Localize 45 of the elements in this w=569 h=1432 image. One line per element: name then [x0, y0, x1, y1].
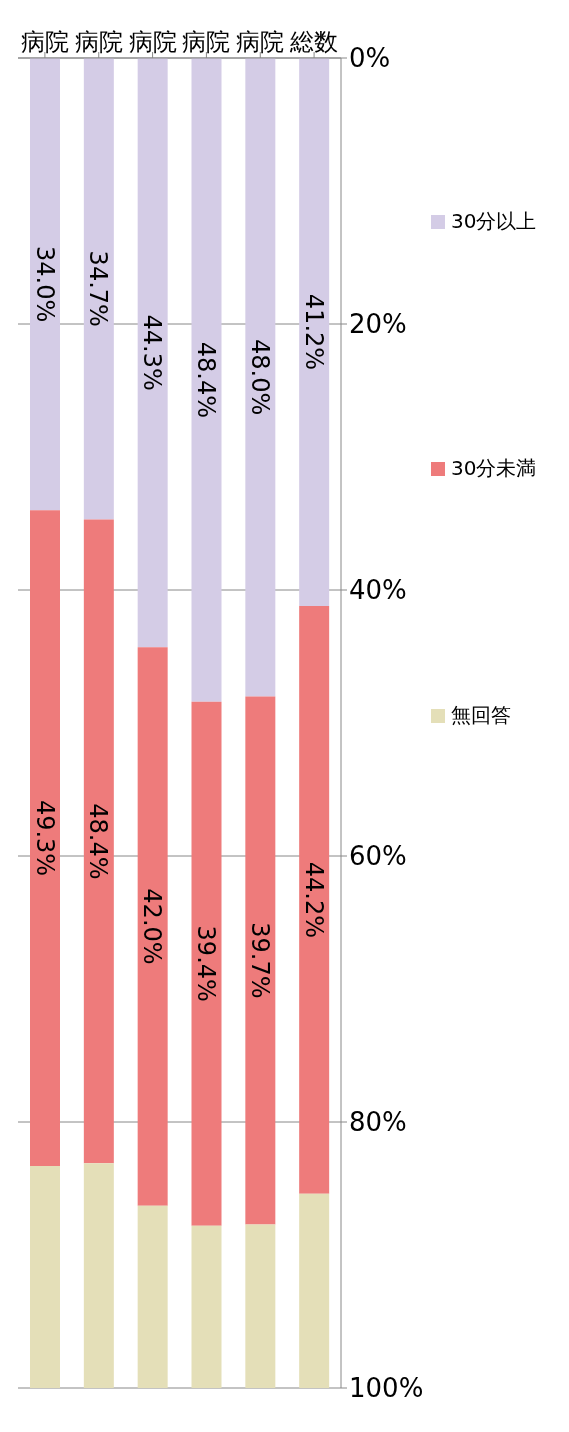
- bar: [245, 696, 276, 1225]
- x-tick-label: 病院: [74, 28, 123, 56]
- bar: [83, 519, 114, 1164]
- x-tick-label: 総数: [289, 28, 339, 56]
- bar: [30, 58, 60, 511]
- bar: [299, 58, 330, 606]
- x-tick-label: 病院: [236, 28, 285, 56]
- y-tick-label: 100%: [349, 1373, 424, 1404]
- data-label: 44.2%: [299, 861, 328, 939]
- data-label: 42.0%: [138, 888, 167, 965]
- legend-label: 無回答: [451, 702, 511, 729]
- data-label: 49.3%: [30, 799, 59, 877]
- x-tick-label: 病院: [20, 28, 69, 56]
- bar: [137, 58, 168, 648]
- data-label: 41.2%: [299, 293, 328, 371]
- bar: [191, 701, 222, 1226]
- bar: [83, 58, 114, 520]
- y-tick-label: 60%: [349, 841, 407, 872]
- bar: [191, 58, 222, 702]
- bar: [137, 647, 168, 1206]
- bar: [83, 1163, 114, 1388]
- data-label: 48.4%: [192, 341, 221, 418]
- y-tick-label: 80%: [349, 1107, 407, 1138]
- bar: [245, 58, 276, 697]
- y-tick-label: 0%: [349, 43, 391, 74]
- legend-label: 30分以上: [451, 208, 537, 235]
- legend-label: 30分未満: [451, 455, 537, 482]
- x-tick-label: 病院: [182, 28, 231, 56]
- data-label: 44.3%: [138, 314, 167, 391]
- data-label: 34.0%: [30, 245, 59, 323]
- data-label: 39.7%: [245, 922, 274, 999]
- bar: [299, 605, 330, 1194]
- data-label: 34.7%: [84, 250, 113, 327]
- bar: [137, 1205, 168, 1388]
- bar: [245, 1224, 276, 1388]
- y-tick-label: 40%: [349, 575, 407, 606]
- bar: [30, 510, 60, 1166]
- x-tick-label: 病院: [128, 28, 177, 56]
- bar: [299, 1193, 330, 1388]
- data-label: 39.4%: [192, 925, 221, 1002]
- bar: [30, 1165, 60, 1388]
- data-label: 48.0%: [245, 339, 274, 416]
- bar: [191, 1225, 222, 1388]
- data-label: 48.4%: [84, 803, 113, 880]
- y-tick-label: 20%: [349, 309, 407, 340]
